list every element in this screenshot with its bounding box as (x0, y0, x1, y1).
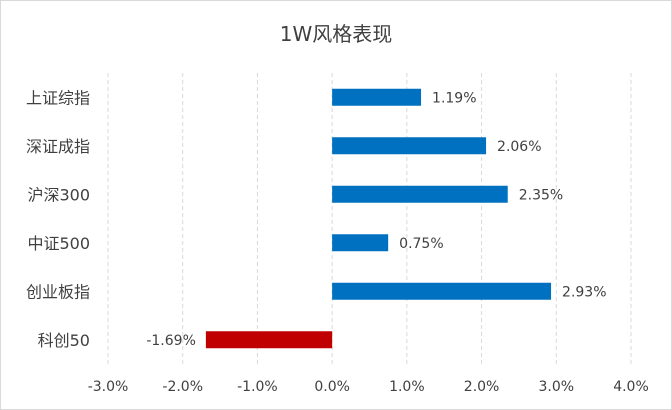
bar (205, 331, 333, 349)
chart-title: 1W风格表现 (280, 22, 393, 46)
bar (332, 234, 389, 252)
bars (205, 88, 552, 349)
data-label: 2.06% (497, 139, 541, 155)
gridlines (107, 73, 632, 364)
x-tick-label: 3.0% (538, 379, 574, 395)
data-label: 0.75% (399, 236, 443, 252)
category-label: 中证500 (27, 234, 90, 253)
x-tick-label: -3.0% (88, 379, 129, 395)
x-tick-label: 2.0% (464, 379, 500, 395)
category-label: 深证成指 (26, 137, 90, 156)
data-label: -1.69% (146, 333, 196, 349)
x-tick-label: 0.0% (314, 379, 350, 395)
bar (332, 88, 422, 106)
data-labels: 1.19% 2.06% 2.35% 0.75% 2.93% -1.69% (146, 90, 606, 349)
data-label: 2.35% (519, 187, 563, 203)
x-axis-tick-labels: -3.0% -2.0% -1.0% 0.0% 1.0% 2.0% 3.0% 4.0% (88, 379, 649, 395)
x-tick-label: 4.0% (613, 379, 649, 395)
category-label: 上证综指 (26, 88, 90, 107)
bar (332, 282, 552, 300)
category-label: 创业板指 (26, 282, 90, 301)
bar (332, 137, 487, 155)
x-tick-label: -1.0% (237, 379, 278, 395)
category-label: 沪深300 (27, 185, 90, 204)
category-label: 科创50 (38, 331, 90, 350)
data-label: 2.93% (562, 284, 606, 300)
data-label: 1.19% (432, 90, 476, 106)
x-tick-label: 1.0% (389, 379, 425, 395)
bar (332, 185, 508, 203)
x-tick-label: -2.0% (162, 379, 203, 395)
